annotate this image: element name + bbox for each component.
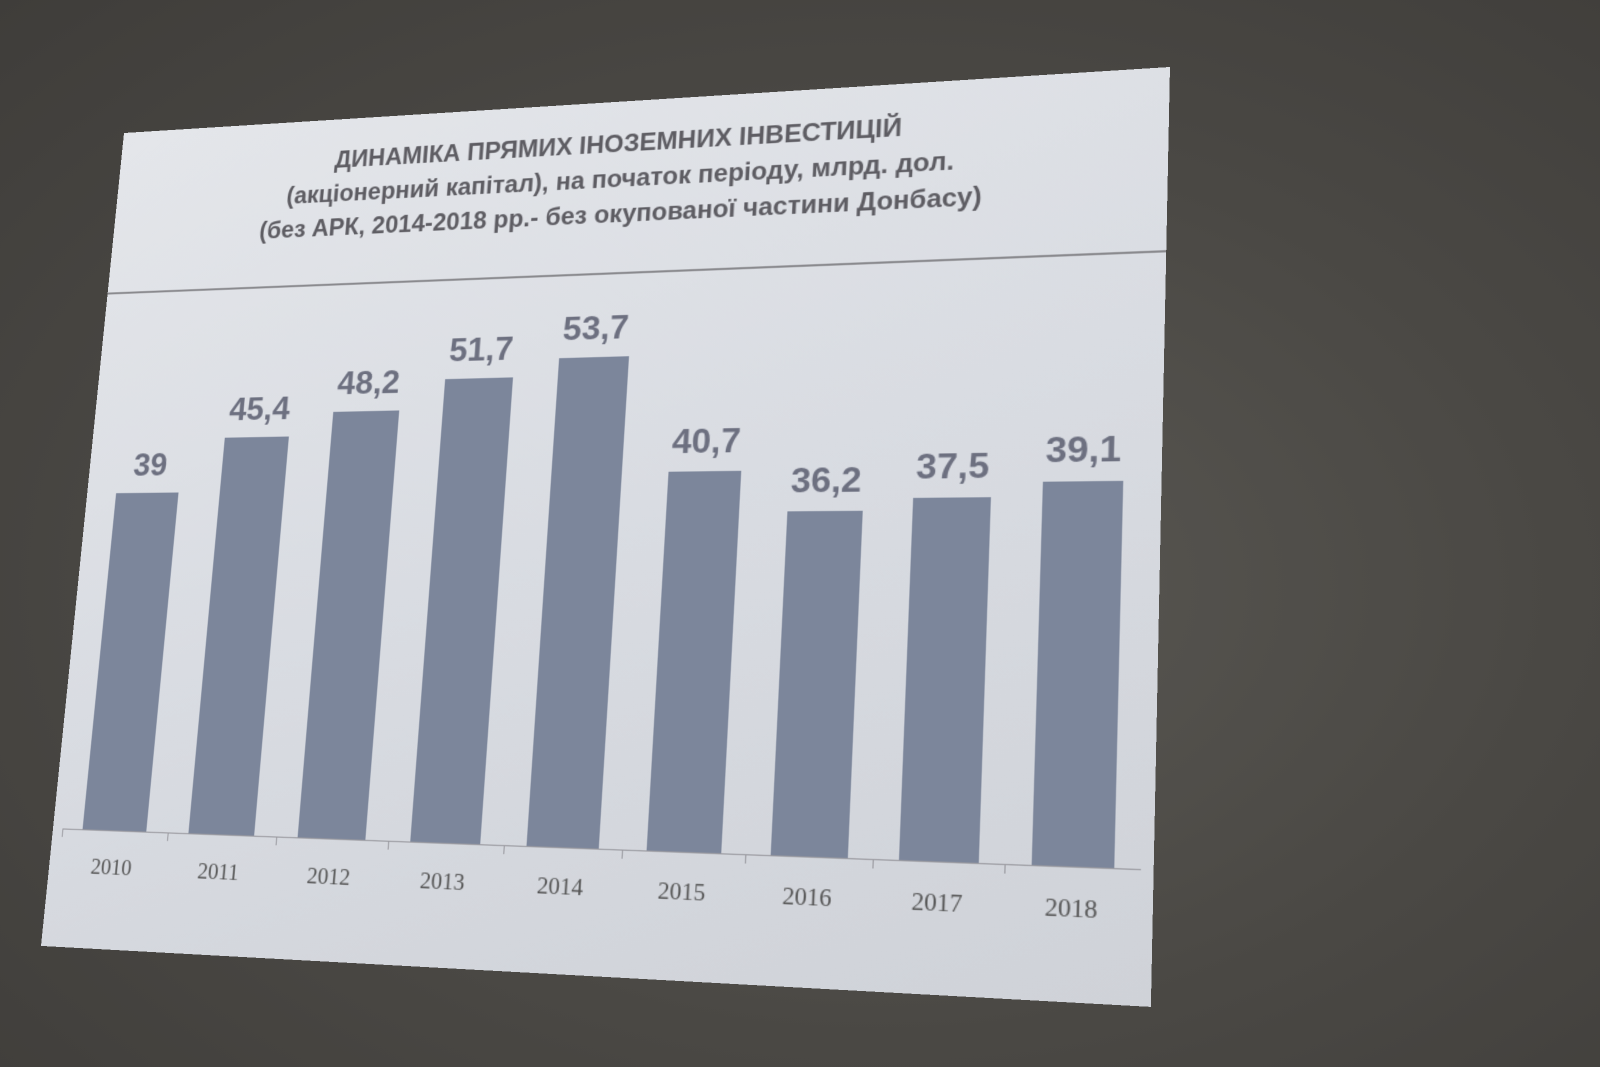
x-tick-label-2014: 2014	[504, 870, 616, 903]
x-tick-label-2017: 2017	[876, 885, 998, 920]
bar-2010	[83, 492, 179, 831]
bar-2017	[899, 497, 991, 862]
x-tick-label-2011: 2011	[167, 856, 269, 888]
x-tick-label-2015: 2015	[624, 875, 739, 909]
x-tick-label-2013: 2013	[389, 865, 497, 898]
bar-2013	[410, 377, 513, 844]
x-tick	[275, 836, 277, 845]
x-tick-label-2016: 2016	[748, 880, 867, 915]
bar-2014	[527, 356, 630, 848]
x-tick	[387, 841, 389, 850]
x-tick	[167, 832, 169, 841]
data-label-2017: 37,5	[882, 445, 1025, 489]
data-label-2014: 53,7	[532, 306, 661, 349]
projected-slide: ДИНАМІКА ПРЯМИХ ІНОЗЕМНИХ ІНВЕСТИЦІЙ (ак…	[41, 67, 1170, 1007]
x-tick	[1004, 864, 1006, 874]
bar-2015	[646, 470, 741, 853]
x-tick	[622, 850, 624, 859]
bar-2016	[770, 511, 862, 858]
bar-chart: 39 2010 45,4 2011 48,2 2012 51,7 2013 53,7 2014 40…	[41, 67, 1170, 1007]
data-label-2012: 48,2	[308, 361, 431, 402]
data-label-2010: 39	[92, 445, 209, 484]
data-label-2011: 45,4	[200, 388, 320, 428]
x-tick	[873, 859, 875, 869]
data-label-2016: 36,2	[757, 459, 896, 502]
x-tick-label-2018: 2018	[1008, 891, 1134, 927]
x-tick	[503, 845, 505, 854]
x-tick	[62, 828, 64, 837]
x-tick-label-2012: 2012	[276, 861, 381, 893]
bar-2018	[1031, 481, 1123, 868]
x-tick-label-2010: 2010	[62, 852, 161, 883]
bar-2012	[298, 410, 400, 840]
x-tick	[745, 854, 747, 863]
data-label-2013: 51,7	[419, 328, 545, 370]
bar-2011	[189, 436, 289, 835]
data-label-2018: 39,1	[1010, 427, 1157, 472]
data-label-2015: 40,7	[640, 419, 774, 462]
